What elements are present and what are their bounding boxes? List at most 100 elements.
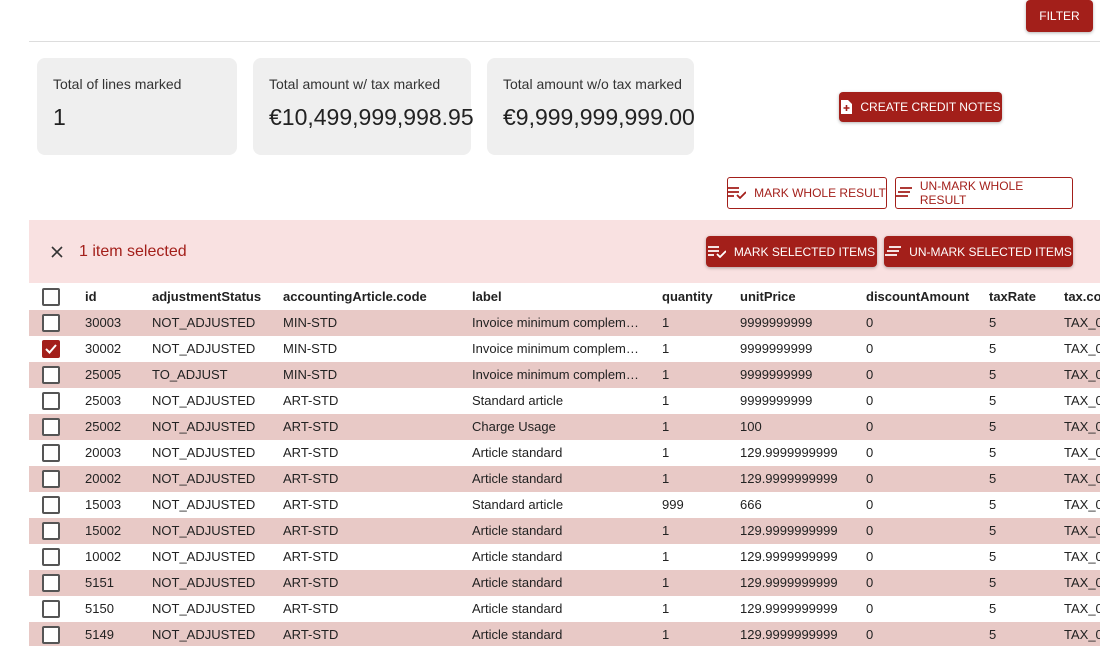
row-checkbox[interactable]: [42, 600, 60, 618]
table-cell: 30002: [85, 341, 122, 356]
close-icon[interactable]: [51, 246, 63, 258]
table-row[interactable]: 20002 NOT_ADJUSTED ART-STD Article standard…: [29, 466, 1100, 492]
table-cell: NOT_ADJUSTED: [152, 393, 256, 408]
table-cell: Article standard: [472, 549, 563, 564]
table-row[interactable]: 20003 NOT_ADJUSTED ART-STD Article standard…: [29, 440, 1100, 466]
table-cell: 5151: [85, 575, 114, 590]
table-cell: 1: [662, 471, 670, 486]
table-cell: MIN-STD: [283, 341, 338, 356]
row-checkbox[interactable]: [42, 470, 60, 488]
table-row[interactable]: 25005 TO_ADJUST MIN-STD Invoice minimum com…: [29, 362, 1100, 388]
table-cell: 1: [662, 523, 670, 538]
summary-card: Total amount w/ tax marked €10,499,999,9…: [253, 58, 474, 155]
table-row[interactable]: 5151 NOT_ADJUSTED ART-STD Article standard 1…: [29, 570, 1100, 596]
table-cell: NOT_ADJUSTED: [152, 601, 256, 616]
table-cell: Standard article: [472, 393, 564, 408]
table-cell: Invoice minimum complem…: [472, 341, 639, 356]
table-cell: 129.9999999999: [740, 601, 838, 616]
row-checkbox[interactable]: [42, 340, 60, 358]
column-header: label: [472, 289, 502, 304]
table-cell: 129.9999999999: [740, 549, 838, 564]
column-header: tax.code: [1064, 289, 1100, 304]
table-cell: Article standard: [472, 575, 563, 590]
row-checkbox[interactable]: [42, 548, 60, 566]
table-cell: 20003: [85, 445, 122, 460]
button-label: MARK SELECTED ITEMS: [733, 244, 876, 259]
table-cell: 1: [662, 393, 670, 408]
summary-card: Total of lines marked 1: [37, 58, 237, 155]
table-cell: Article standard: [472, 601, 563, 616]
card-value: 1: [53, 104, 66, 130]
card-label: Total of lines marked: [53, 76, 182, 92]
table-cell: TAX_05: [1064, 627, 1100, 642]
table-cell: 1: [662, 549, 670, 564]
mark-selected-button[interactable]: MARK SELECTED ITEMS: [706, 236, 877, 267]
table-cell: 129.9999999999: [740, 523, 838, 538]
table-cell: MIN-STD: [283, 315, 338, 330]
filter-button[interactable]: FILTER: [1026, 0, 1093, 32]
table-cell: 1: [662, 575, 670, 590]
unmark-selected-button[interactable]: UN-MARK SELECTED ITEMS: [884, 236, 1073, 267]
unmark-whole-button[interactable]: UN-MARK WHOLE RESULT: [895, 177, 1073, 209]
table-row[interactable]: 5150 NOT_ADJUSTED ART-STD Article standard 1…: [29, 596, 1100, 622]
filter-label: FILTER: [1039, 9, 1080, 23]
row-checkbox[interactable]: [42, 522, 60, 540]
table-cell: 0: [866, 523, 874, 538]
mark-whole-button[interactable]: MARK WHOLE RESULT: [727, 177, 887, 209]
row-checkbox[interactable]: [42, 392, 60, 410]
table-cell: 0: [866, 419, 874, 434]
table-row[interactable]: 15002 NOT_ADJUSTED ART-STD Article standard…: [29, 518, 1100, 544]
column-header: accountingArticle.code: [283, 289, 427, 304]
table-cell: NOT_ADJUSTED: [152, 627, 256, 642]
table-cell: Charge Usage: [472, 419, 556, 434]
card-value: €9,999,999,999.00: [503, 104, 695, 130]
unmark-icon: [885, 245, 902, 256]
row-checkbox[interactable]: [42, 314, 60, 332]
table-cell: NOT_ADJUSTED: [152, 549, 256, 564]
table-cell: 0: [866, 393, 874, 408]
row-checkbox[interactable]: [42, 444, 60, 462]
table-cell: Article standard: [472, 445, 563, 460]
column-header: taxRate: [989, 289, 1036, 304]
table-cell: Article standard: [472, 471, 563, 486]
row-checkbox[interactable]: [42, 418, 60, 436]
create-credit-notes-button[interactable]: CREATE CREDIT NOTES: [839, 92, 1002, 122]
select-all-checkbox[interactable]: [42, 288, 60, 306]
mark-icon: [707, 245, 726, 258]
table-cell: 0: [866, 471, 874, 486]
unmark-icon: [896, 187, 912, 197]
table-row[interactable]: 25003 NOT_ADJUSTED ART-STD Standard article…: [29, 388, 1100, 414]
table-row[interactable]: 10002 NOT_ADJUSTED ART-STD Article standard…: [29, 544, 1100, 570]
table-row[interactable]: 25002 NOT_ADJUSTED ART-STD Charge Usage 1 100…: [29, 414, 1100, 440]
table-cell: 9999999999: [740, 393, 813, 408]
button-label: UN-MARK SELECTED ITEMS: [909, 244, 1072, 259]
table-cell: ART-STD: [283, 601, 339, 616]
table-cell: 30003: [85, 315, 122, 330]
table-cell: TAX_05: [1064, 601, 1100, 616]
row-checkbox[interactable]: [42, 574, 60, 592]
table-cell: 0: [866, 575, 874, 590]
table-cell: TO_ADJUST: [152, 367, 228, 382]
table-cell: 9999999999: [740, 315, 813, 330]
table-cell: 0: [866, 315, 874, 330]
table-cell: 25003: [85, 393, 122, 408]
row-checkbox[interactable]: [42, 496, 60, 514]
button-label: CREATE CREDIT NOTES: [860, 100, 1001, 114]
table-cell: TAX_05: [1064, 523, 1100, 538]
row-checkbox[interactable]: [42, 626, 60, 644]
table-cell: ART-STD: [283, 393, 339, 408]
table-cell: 0: [866, 627, 874, 642]
table-row[interactable]: 15003 NOT_ADJUSTED ART-STD Standard article…: [29, 492, 1100, 518]
table-cell: 5: [989, 367, 997, 382]
table-cell: NOT_ADJUSTED: [152, 445, 256, 460]
table-row[interactable]: 30002 NOT_ADJUSTED MIN-STD Invoice minimum …: [29, 336, 1100, 362]
table-row[interactable]: 5149 NOT_ADJUSTED ART-STD Article standard 1…: [29, 622, 1100, 646]
row-checkbox[interactable]: [42, 366, 60, 384]
table-cell: TAX_05: [1064, 419, 1100, 434]
table-cell: 5: [989, 549, 997, 564]
table-cell: TAX_05: [1064, 315, 1100, 330]
table-cell: 5150: [85, 601, 114, 616]
table-cell: 1: [662, 445, 670, 460]
table-row[interactable]: 30003 NOT_ADJUSTED MIN-STD Invoice minimum …: [29, 310, 1100, 336]
